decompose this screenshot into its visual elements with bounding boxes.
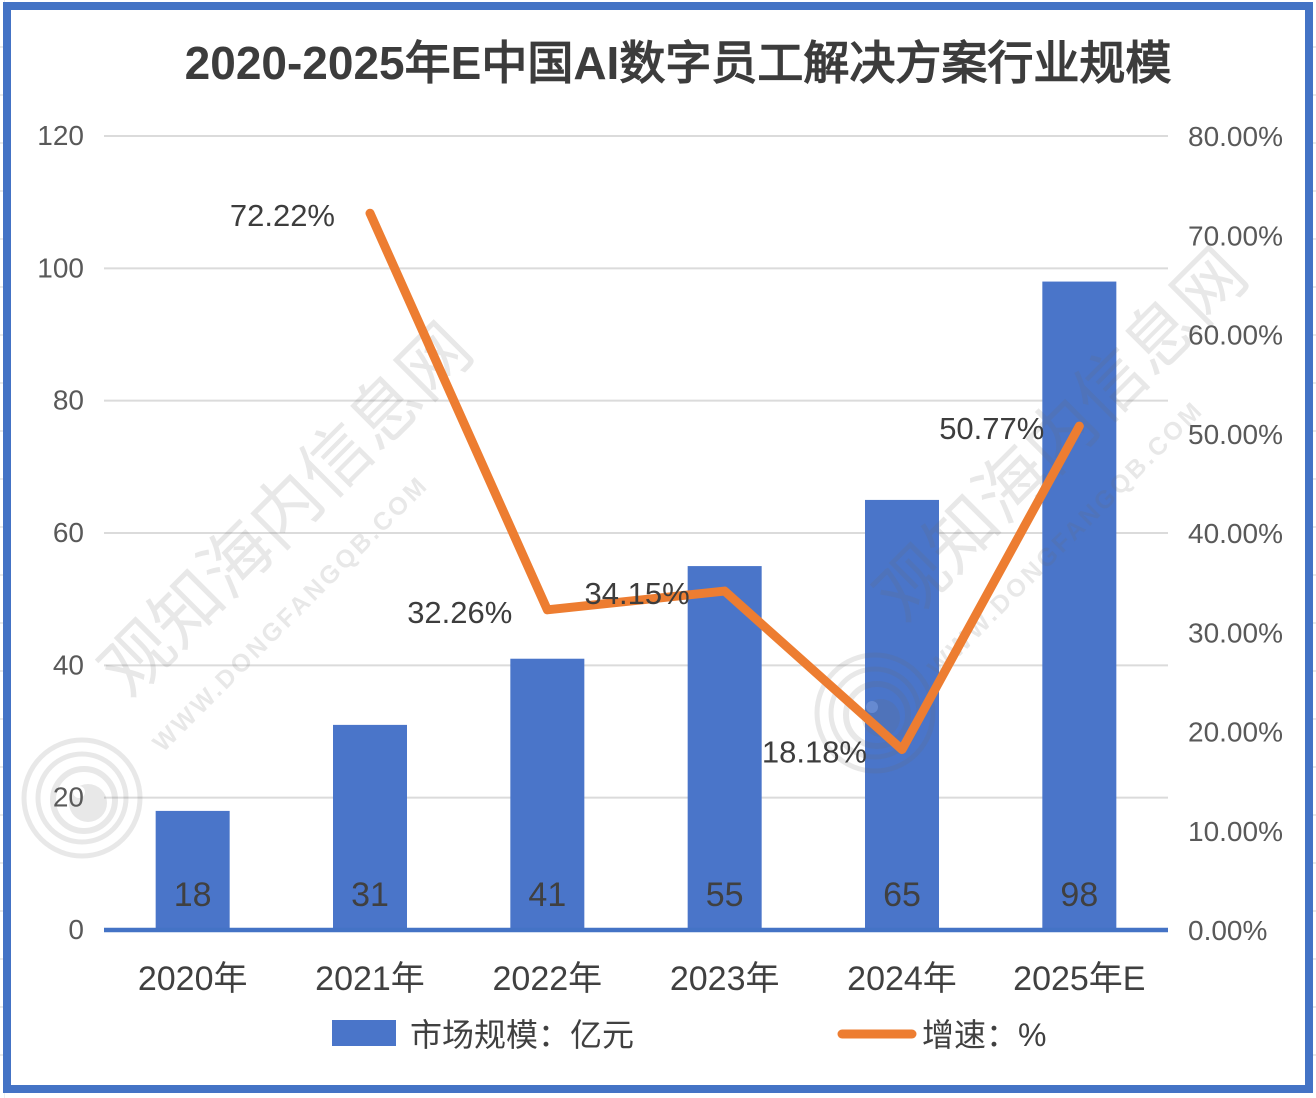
gridlines [104,135,1168,799]
growth-data-label: 72.22% [230,198,335,233]
chart-title: 2020-2025年E中国AI数字员工解决方案行业规模 [185,37,1172,89]
category-label: 2021年 [315,960,425,998]
bar-value-label: 18 [174,876,212,914]
legend-bar-swatch [332,1020,396,1046]
bar-value-label: 31 [351,876,389,914]
bar-series [155,281,1117,931]
right-axis-tick: 20.00% [1188,717,1283,748]
growth-data-label: 34.15% [585,576,690,611]
right-axis-tick: 30.00% [1188,617,1283,648]
right-axis-tick: 70.00% [1188,220,1283,251]
left-axis-tick: 0 [68,914,84,945]
right-axis-tick: 50.00% [1188,419,1283,450]
watermark-text: 观知海内信息网 [85,309,487,711]
left-axis-tick: 80 [53,385,84,416]
bar-value-label: 98 [1060,876,1098,914]
bar-2021年 [333,724,407,930]
bar-2022年 [510,658,585,930]
bar-value-label: 55 [706,876,744,914]
legend-line-label: 增速：% [922,1017,1046,1053]
bar-2023年 [687,566,762,930]
right-axis-tick: 10.00% [1188,816,1283,847]
watermark-logo [21,737,143,859]
right-axis-tick: 0.00% [1188,915,1267,946]
watermark-left: 观知海内信息网 WWW.DONGFANGQB.COM [21,309,487,859]
bar-2025年E [1042,281,1117,931]
bar-value-label: 41 [528,876,566,914]
right-axis-tick: 40.00% [1188,518,1283,549]
growth-line [365,208,1084,755]
growth-data-label: 32.26% [407,595,512,630]
category-label: 2020年 [138,960,248,998]
data-labels: 18 31 41 55 65 98 72.22% 32.26% 34.15% 18.18% 50.7… [174,198,1098,914]
spreadsheet-gridlines-right [1313,0,1316,1098]
axes: 0 20 40 60 80 100 120 0.00% 10.00% 20.00% 30.00% 40… [37,120,1283,998]
left-axis-tick: 100 [37,252,84,283]
category-label: 2022年 [493,960,603,998]
growth-data-label: 50.77% [939,411,1044,446]
category-label: 2025年E [1013,960,1145,998]
category-label: 2024年 [847,960,957,998]
growth-data-label: 18.18% [762,735,867,770]
left-axis-tick: 20 [53,782,84,813]
left-axis-tick: 60 [53,517,84,548]
bar-2024年 [865,499,939,930]
legend: 市场规模：亿元 增速：% [332,1017,1046,1053]
legend-bar-label: 市场规模：亿元 [410,1017,634,1053]
right-axis-tick: 80.00% [1188,121,1283,152]
right-axis-tick: 60.00% [1188,320,1283,351]
line-series [365,208,1084,755]
bar-2020年 [155,810,230,930]
bar-value-label: 65 [883,876,921,914]
category-label: 2023年 [670,960,780,998]
left-axis-tick: 40 [53,649,84,680]
left-axis-tick: 120 [37,120,84,151]
